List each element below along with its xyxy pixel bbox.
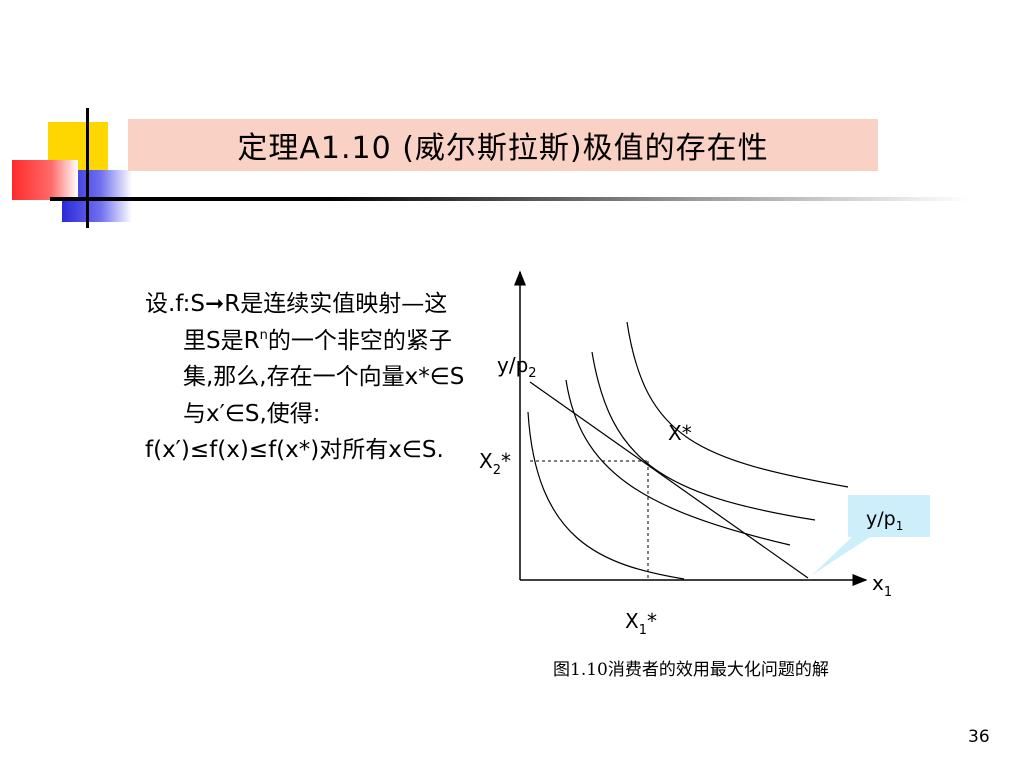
decor-horizontal-rule [50, 197, 970, 201]
theorem-inequality: f(x′)≤f(x)≤f(x*)对所有x∈S. [145, 437, 444, 463]
budget-line [529, 381, 809, 579]
theorem-text: 设.f:S➞R是连续实值映射—这里S是Rn的一个非空的紧子集,那么,存在一个向量… [145, 286, 465, 469]
decor-vertical-line [86, 108, 89, 228]
decor-red-square [12, 160, 78, 200]
callout-label: y/p1 [866, 508, 903, 533]
y-axis-label: y/p2 [497, 353, 537, 381]
x2-star-label: X2* [479, 449, 511, 478]
x1-star-label: X1* [625, 609, 657, 638]
theorem-part-start: 设.f:S [145, 291, 205, 317]
title-banner: 定理A1.10 (威尔斯拉斯)极值的存在性 [128, 119, 878, 171]
x-axis-label: x1 [872, 571, 892, 600]
theorem-part-end: R是连续实值映射—这里S是R [183, 291, 448, 354]
figure-caption: 图1.10消费者的效用最大化问题的解 [553, 660, 829, 680]
callout-box [812, 495, 930, 575]
indifference-curve-3 [591, 351, 816, 521]
optimum-point-label: X* [668, 421, 692, 445]
theorem-statement: 设.f:S➞R是连续实值映射—这里S是Rn的一个非空的紧子集,那么,存在一个向量… [145, 286, 465, 432]
arrow-icon: ➞ [204, 291, 225, 317]
indifference-curve-1 [527, 411, 685, 580]
utility-maximization-diagram: y/p2 X2* X* x1 X1* y/p1 [479, 270, 930, 638]
theorem-part-rest: 的一个非空的紧子集,那么,存在一个向量x*∈S与x′∈S,使得: [183, 327, 465, 427]
indifference-curve-2 [565, 379, 791, 546]
indifference-curve-4 [626, 321, 849, 488]
superscript-n: n [259, 327, 268, 343]
slide-title: 定理A1.10 (威尔斯拉斯)极值的存在性 [237, 131, 769, 166]
page-number: 36 [968, 727, 990, 747]
